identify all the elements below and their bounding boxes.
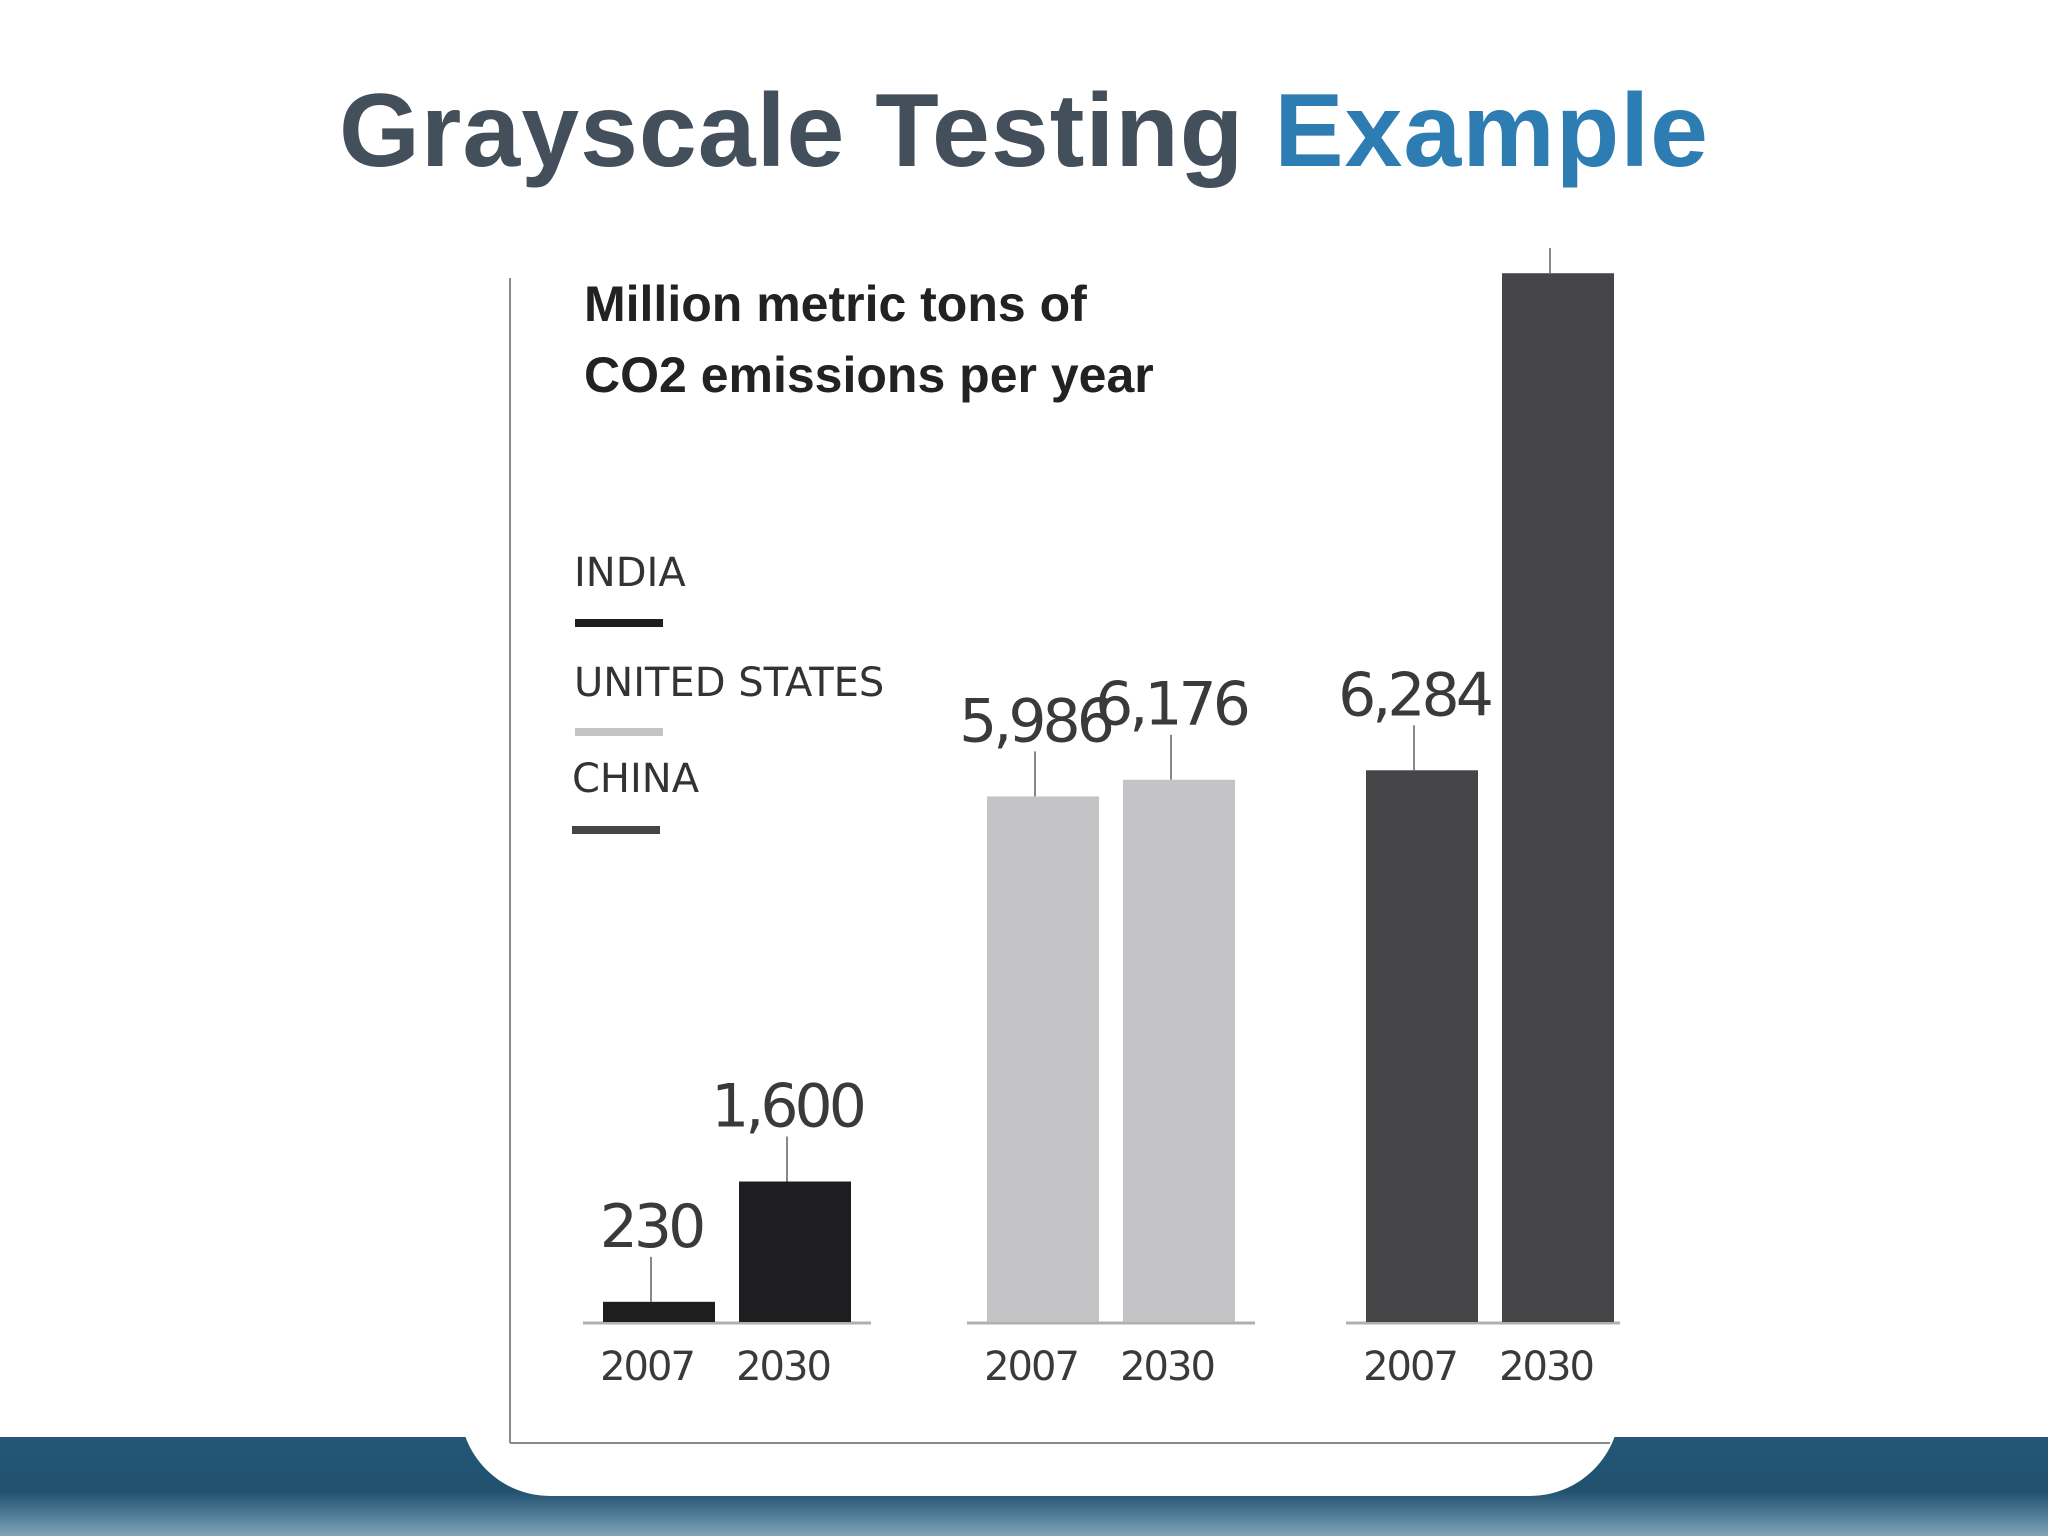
tick-label-india-2030: 2030 bbox=[736, 1344, 830, 1390]
legend-label-united-states: UNITED STATES bbox=[574, 660, 884, 706]
legend-label-india: INDIA bbox=[574, 550, 686, 596]
legend: INDIA UNITED STATES CHINA bbox=[572, 550, 884, 834]
tick-label-united-states-2030: 2030 bbox=[1120, 1344, 1214, 1390]
bar-united-states-2030 bbox=[1123, 779, 1235, 1322]
legend-swatch-united-states bbox=[575, 728, 663, 736]
value-label-united-states-2007: 5,986 bbox=[959, 686, 1112, 756]
value-label-united-states-2030: 6,176 bbox=[1095, 670, 1248, 740]
value-label-india-2007: 230 bbox=[600, 1192, 703, 1262]
legend-label-china: CHINA bbox=[572, 756, 700, 802]
legend-swatch-china bbox=[572, 826, 660, 834]
value-label-india-2030: 1,600 bbox=[711, 1072, 864, 1142]
value-label-china-2007: 6,284 bbox=[1338, 660, 1491, 730]
tick-label-china-2030: 2030 bbox=[1499, 1344, 1593, 1390]
tick-label-united-states-2007: 2007 bbox=[984, 1344, 1078, 1390]
slide-title-main: Grayscale Testing bbox=[339, 73, 1245, 189]
bar-india-2030 bbox=[739, 1181, 851, 1322]
tick-label-india-2007: 2007 bbox=[600, 1344, 694, 1390]
chart-title-line-1: Million metric tons of bbox=[584, 276, 1087, 332]
tick-label-china-2007: 2007 bbox=[1363, 1344, 1457, 1390]
bar-india-2007 bbox=[603, 1301, 715, 1322]
slide-title: Grayscale Testing Example bbox=[0, 72, 2048, 192]
legend-swatch-india bbox=[575, 619, 663, 627]
bar-china-2030 bbox=[1502, 273, 1614, 1322]
chart-title-line-2: CO2 emissions per year bbox=[584, 347, 1154, 403]
co2-emissions-chart: Million metric tons of CO2 emissions per… bbox=[509, 248, 1620, 1444]
slide-title-accent: Example bbox=[1274, 73, 1709, 189]
bar-united-states-2007 bbox=[987, 796, 1099, 1322]
bar-china-2007 bbox=[1366, 770, 1478, 1322]
